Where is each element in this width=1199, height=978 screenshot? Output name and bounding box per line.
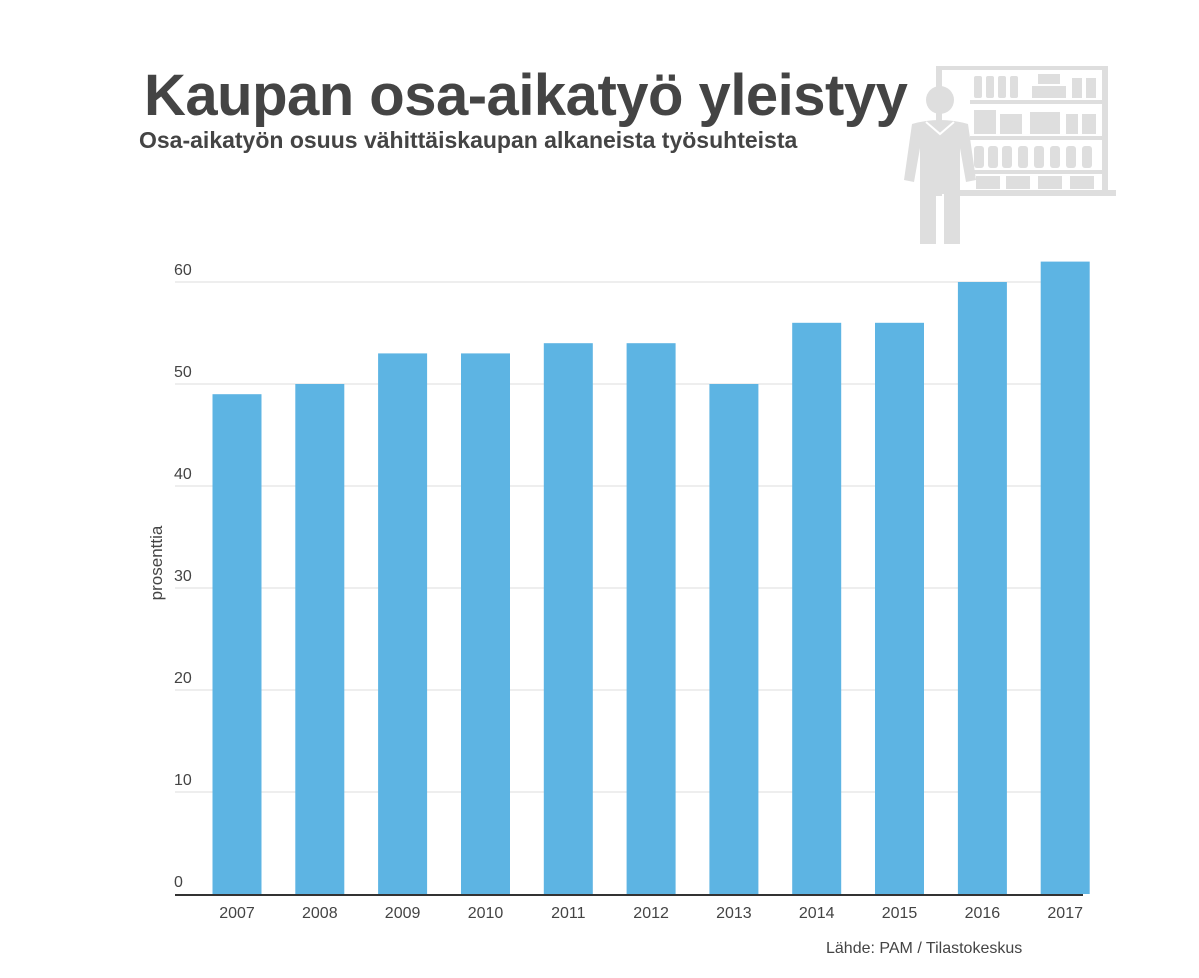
x-tick-label: 2017 [1047,905,1083,922]
bar-2017 [1040,261,1090,895]
x-tick-label: 2007 [219,905,255,922]
y-tick-label: 0 [174,874,183,891]
y-tick-label: 30 [174,568,192,585]
bar-2013 [709,384,759,894]
y-tick-label: 20 [174,670,192,687]
bar-2011 [543,343,593,894]
x-tick-label: 2010 [468,905,504,922]
x-tick-label: 2013 [716,905,752,922]
source-note: Lähde: PAM / Tilastokeskus [826,940,1023,957]
x-tick-label: 2015 [882,905,918,922]
bar-2015 [875,322,924,894]
bar-2014 [792,322,842,894]
y-tick-label: 50 [174,364,192,381]
y-tick-label: 60 [174,262,192,279]
x-tick-label: 2012 [633,905,669,922]
x-tick-label: 2014 [799,905,835,922]
y-tick-label: 40 [174,466,192,483]
bar-2008 [295,384,345,894]
bar-2016 [957,282,1007,894]
chart-subtitle: Osa-aikatyön osuus vähittäiskaupan alkan… [139,127,798,153]
shop-worker-shelves-icon [904,66,1116,244]
y-axis-title: prosenttia [147,525,166,600]
bar-2012 [626,343,676,894]
bar-2010 [461,353,510,894]
y-tick-label: 10 [174,772,192,789]
bar-2007 [212,394,262,894]
bar-2009 [378,353,428,894]
x-tick-label: 2016 [965,905,1001,922]
x-tick-label: 2008 [302,905,338,922]
x-tick-label: 2009 [385,905,421,922]
chart-title: Kaupan osa-aikatyö yleistyy [144,63,908,128]
x-tick-label: 2011 [551,905,586,922]
